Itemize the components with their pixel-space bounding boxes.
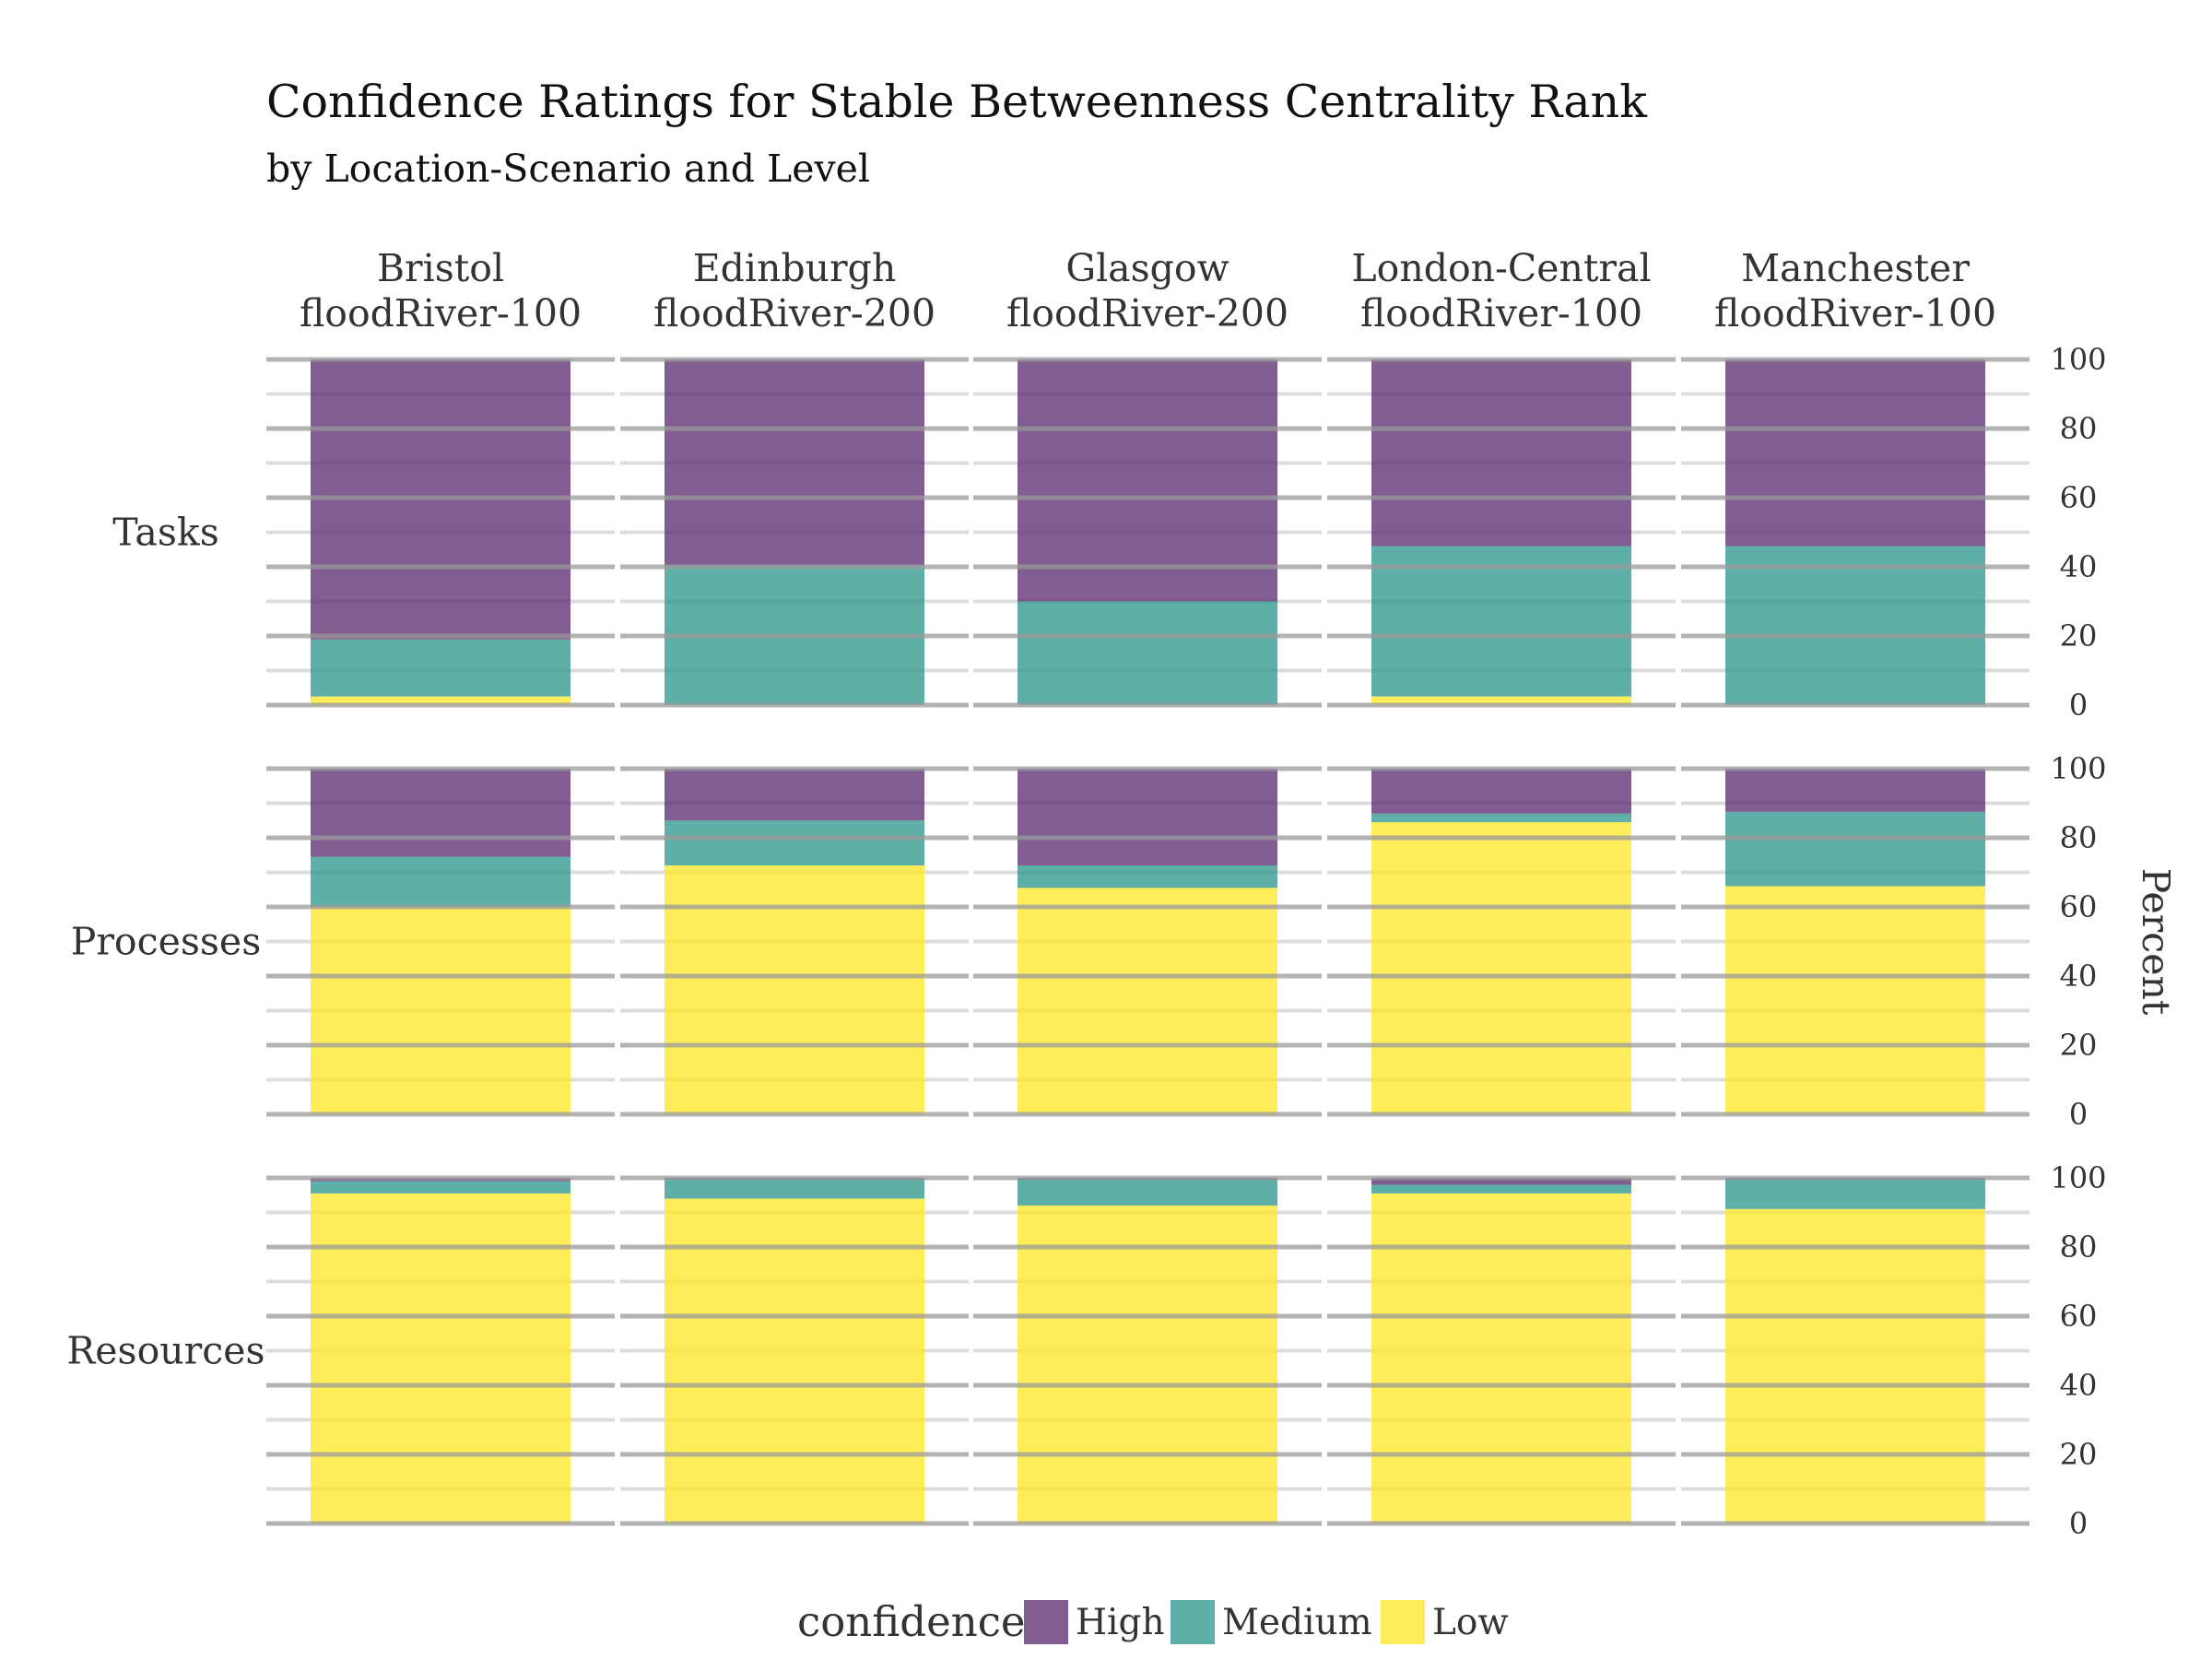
panel-tasks-2 — [973, 357, 1322, 708]
bar-tasks-2-medium — [1018, 601, 1277, 705]
panel-processes-1 — [620, 766, 969, 1117]
bar-tasks-0-medium — [311, 639, 571, 697]
bar-processes-2-high — [1018, 769, 1277, 865]
bar-tasks-4-high — [1725, 359, 1985, 547]
panel-resources-1 — [620, 1175, 969, 1526]
panel-processes-4 — [1681, 766, 2030, 1117]
legend-label-high: High — [1076, 1602, 1165, 1643]
y-tick-label: 40 — [2060, 1368, 2098, 1403]
y-tick-label: 80 — [2060, 820, 2098, 855]
y-tick-label: 0 — [2069, 1097, 2088, 1132]
y-axes: 0 20 40 60 80 100 0 20 40 60 80 100 0 20 40 60 80 100 — [2050, 342, 2106, 1541]
panel-resources-0 — [266, 1175, 615, 1526]
bar-resources-1-low — [665, 1198, 924, 1524]
bar-resources-3-high — [1371, 1178, 1631, 1185]
y-tick-label: 20 — [2060, 618, 2098, 653]
y-tick-label: 0 — [2069, 688, 2088, 723]
row-label-resources: Resources — [66, 1329, 265, 1373]
bar-processes-3-low — [1371, 822, 1631, 1114]
panel-tasks-0 — [266, 357, 615, 708]
panel-processes-3 — [1327, 766, 1676, 1117]
strip-label-line2: floodRiver-200 — [653, 291, 935, 335]
legend-swatch-medium — [1171, 1600, 1215, 1644]
strip-label-line1: Manchester — [1741, 246, 1970, 290]
bar-processes-1-high — [665, 769, 924, 821]
y-tick-label: 100 — [2050, 1160, 2106, 1195]
strip-label-line1: Edinburgh — [693, 246, 897, 290]
row-label-processes: Processes — [71, 920, 261, 964]
strip-label-line2: floodRiver-100 — [1360, 291, 1642, 335]
y-tick-label: 100 — [2050, 342, 2106, 377]
panel-resources-3 — [1327, 1175, 1676, 1526]
panel-resources-2 — [973, 1175, 1322, 1526]
bar-processes-2-low — [1018, 888, 1277, 1114]
strip-label-line1: Bristol — [377, 246, 504, 290]
chart-title: Confidence Ratings for Stable Betweennes… — [266, 76, 1648, 128]
panel-processes-2 — [973, 766, 1322, 1117]
strip-label-line2: floodRiver-100 — [300, 291, 582, 335]
y-tick-label: 20 — [2060, 1437, 2098, 1472]
bar-processes-1-low — [665, 865, 924, 1114]
bar-resources-4-medium — [1725, 1179, 1985, 1209]
bar-resources-3-low — [1371, 1193, 1631, 1524]
panels — [266, 357, 2030, 1526]
row-labels: Tasks Processes Resources — [66, 511, 265, 1373]
bar-resources-4-low — [1725, 1208, 1985, 1524]
bar-processes-4-high — [1725, 769, 1985, 812]
y-tick-label: 80 — [2060, 411, 2098, 446]
legend: confidence High Medium Low — [797, 1597, 1509, 1646]
bar-resources-2-low — [1018, 1206, 1277, 1524]
strip-label-line2: floodRiver-200 — [1006, 291, 1288, 335]
panel-tasks-4 — [1681, 357, 2030, 708]
y-tick-label: 40 — [2060, 549, 2098, 584]
bar-processes-4-low — [1725, 886, 1985, 1114]
panel-tasks-1 — [620, 357, 969, 708]
legend-swatch-high — [1024, 1600, 1068, 1644]
y-tick-label: 60 — [2060, 889, 2098, 924]
y-axis-label: Percent — [2134, 868, 2178, 1016]
legend-label-low: Low — [1432, 1602, 1509, 1643]
bar-processes-0-medium — [311, 856, 571, 907]
row-label-tasks: Tasks — [112, 511, 219, 555]
y-tick-label: 80 — [2060, 1230, 2098, 1265]
strip-label-line1: London-Central — [1351, 246, 1651, 290]
bar-tasks-3-low — [1371, 696, 1631, 705]
bar-tasks-3-medium — [1371, 546, 1631, 697]
bar-tasks-1-high — [665, 359, 924, 566]
y-tick-label: 60 — [2060, 1299, 2098, 1334]
panel-resources-4 — [1681, 1175, 2030, 1526]
bar-processes-1-medium — [665, 820, 924, 865]
bar-tasks-4-medium — [1725, 546, 1985, 705]
bar-resources-2-medium — [1018, 1179, 1277, 1206]
strip-label-line1: Glasgow — [1065, 246, 1229, 290]
panel-processes-0 — [266, 766, 615, 1117]
bar-resources-0-low — [311, 1193, 571, 1524]
legend-title: confidence — [797, 1597, 1026, 1646]
bar-resources-3-medium — [1371, 1184, 1631, 1194]
bar-processes-2-medium — [1018, 865, 1277, 888]
bar-tasks-3-high — [1371, 359, 1631, 547]
y-tick-label: 100 — [2050, 751, 2106, 786]
bar-resources-1-medium — [665, 1179, 924, 1199]
legend-swatch-low — [1381, 1600, 1425, 1644]
bar-processes-0-low — [311, 907, 571, 1114]
y-tick-label: 0 — [2069, 1506, 2088, 1541]
bar-processes-3-medium — [1371, 813, 1631, 823]
bar-processes-4-medium — [1725, 811, 1985, 887]
bar-tasks-0-low — [311, 696, 571, 705]
y-tick-label: 60 — [2060, 480, 2098, 515]
panel-tasks-3 — [1327, 357, 1676, 708]
bar-processes-3-high — [1371, 769, 1631, 814]
y-tick-label: 40 — [2060, 959, 2098, 994]
column-strips: BristolfloodRiver-100EdinburghfloodRiver… — [300, 246, 1996, 335]
strip-label-line2: floodRiver-100 — [1714, 291, 1996, 335]
bar-resources-0-medium — [311, 1181, 571, 1194]
bar-tasks-2-high — [1018, 359, 1277, 602]
y-tick-label: 20 — [2060, 1028, 2098, 1063]
bar-processes-0-high — [311, 769, 571, 857]
legend-label-medium: Medium — [1222, 1602, 1372, 1643]
chart-subtitle: by Location-Scenario and Level — [266, 147, 870, 191]
